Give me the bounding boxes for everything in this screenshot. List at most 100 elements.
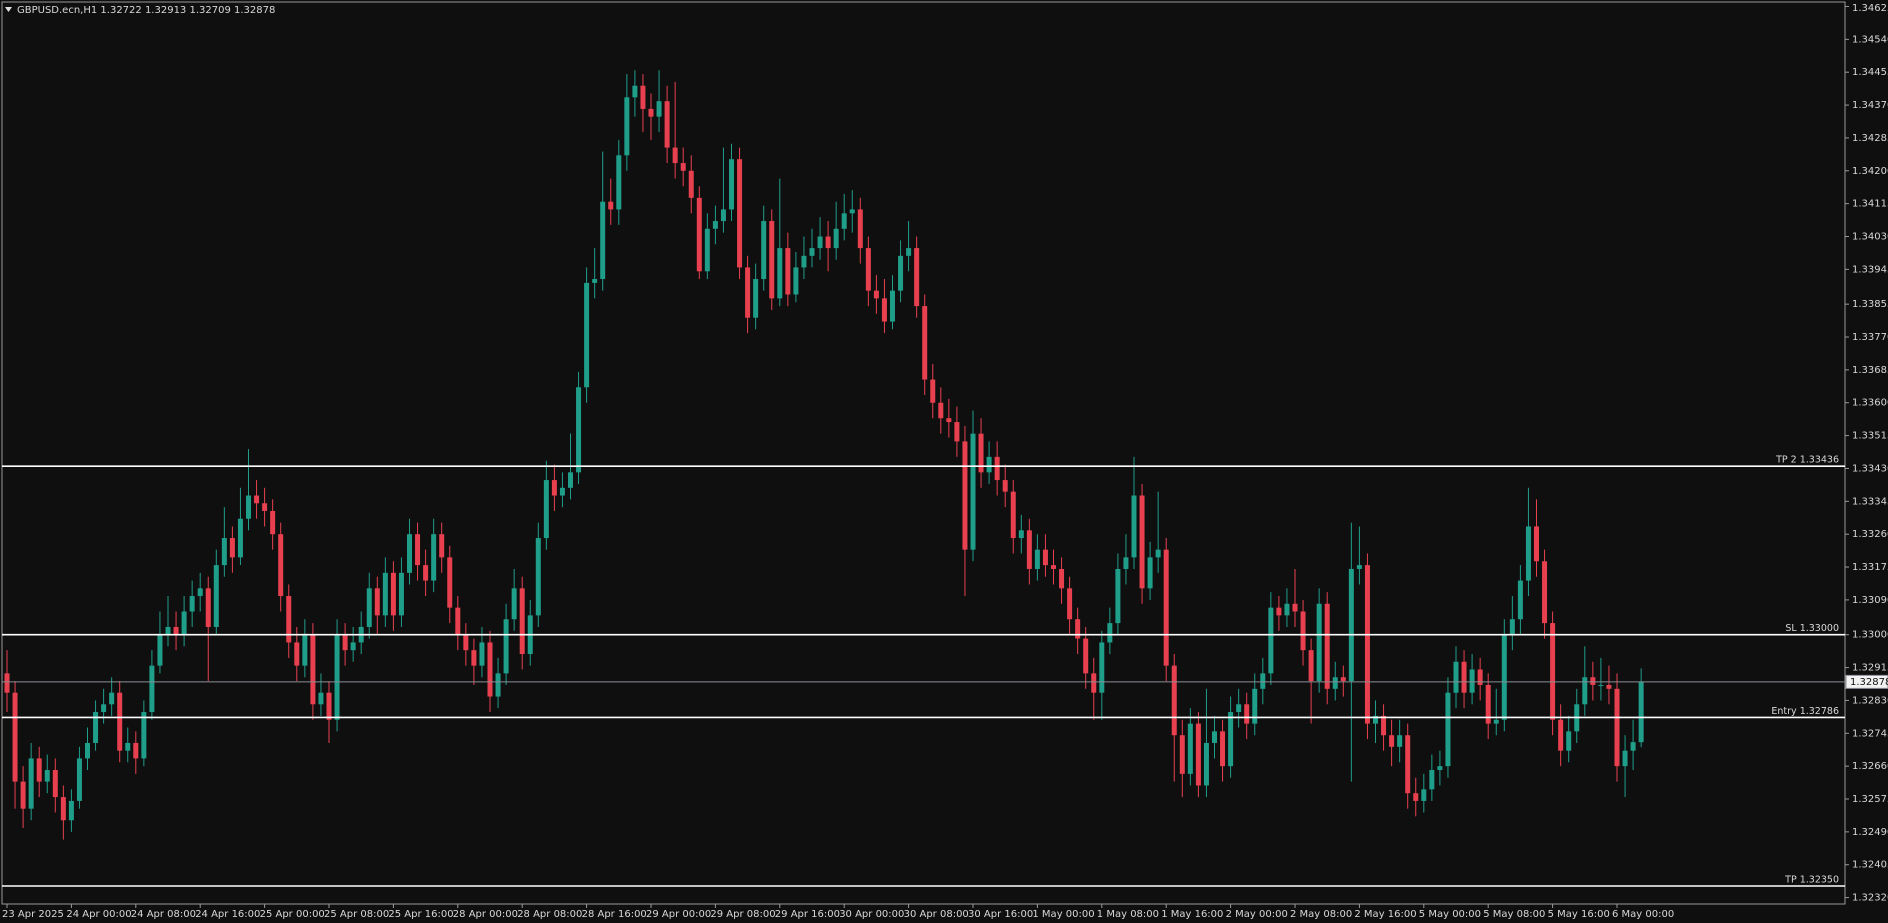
candle-body xyxy=(221,538,227,566)
x-tick-label: 30 Apr 16:00 xyxy=(968,909,1033,920)
candle-body xyxy=(342,634,348,651)
candle-body xyxy=(1630,742,1636,751)
candle-body xyxy=(688,170,694,198)
candle-body xyxy=(4,673,10,693)
candle-body xyxy=(374,588,380,616)
menu-triangle[interactable] xyxy=(5,7,12,12)
candle-body xyxy=(592,279,598,283)
candle-body xyxy=(1413,793,1419,801)
x-tick-label: 29 Apr 16:00 xyxy=(775,909,840,920)
candle-body xyxy=(1147,557,1153,589)
candle-body xyxy=(197,588,203,597)
candle-body xyxy=(1195,723,1201,786)
candle-body xyxy=(1252,688,1258,724)
chart-title: GBPUSD.ecn,H1 1.32722 1.32913 1.32709 1.… xyxy=(17,5,275,16)
candle-body xyxy=(1493,719,1499,724)
candle-body xyxy=(584,282,590,388)
candle-body xyxy=(76,758,82,801)
candle-body xyxy=(1308,650,1314,682)
candle-body xyxy=(809,248,815,256)
candle-body xyxy=(1059,568,1065,589)
candle-body xyxy=(85,742,90,759)
candle-body xyxy=(712,221,718,229)
candle-body xyxy=(1026,530,1032,569)
candle-body xyxy=(1091,673,1097,693)
last-price-tag xyxy=(1845,674,1888,689)
candle-body xyxy=(1509,619,1515,635)
candle-body xyxy=(246,495,251,519)
candle-body xyxy=(455,607,461,635)
x-tick-label: 1 May 08:00 xyxy=(1097,909,1159,920)
y-tick-label: 1.33090 xyxy=(1852,595,1888,606)
candle-body xyxy=(1228,712,1234,767)
candle-body xyxy=(551,480,557,496)
candle-body xyxy=(1203,742,1209,786)
candle-body xyxy=(720,209,726,222)
candle-body xyxy=(318,692,324,705)
candle-body xyxy=(141,712,147,759)
candle-body xyxy=(769,221,775,299)
candle-body xyxy=(1348,568,1354,682)
candle-body xyxy=(1453,661,1459,693)
candle-body xyxy=(559,487,565,496)
candle-body xyxy=(101,704,107,713)
plot-frame xyxy=(1,1,1846,905)
candle-body xyxy=(1550,623,1556,720)
candle-body xyxy=(157,634,163,666)
candle-body xyxy=(44,770,50,782)
candle-body xyxy=(213,565,219,627)
y-tick-label: 1.34625 xyxy=(1852,3,1888,14)
candle-body xyxy=(447,557,453,608)
x-tick-label: 2 May 16:00 xyxy=(1354,909,1416,920)
candle-body xyxy=(1437,766,1443,771)
y-tick-label: 1.33345 xyxy=(1852,496,1888,507)
candle-body xyxy=(334,634,340,720)
candle-body xyxy=(753,279,759,318)
x-tick-label: 28 Apr 16:00 xyxy=(582,909,647,920)
candle-body xyxy=(946,418,952,423)
candle-body xyxy=(1517,580,1523,620)
y-tick-label: 1.33515 xyxy=(1852,431,1888,442)
candle-body xyxy=(865,248,871,291)
candle-body xyxy=(294,642,300,666)
candle-body xyxy=(568,472,573,488)
candle-body xyxy=(60,797,66,821)
candle-body xyxy=(873,290,879,299)
candle-body xyxy=(793,267,799,295)
candle-body xyxy=(680,163,686,171)
candle-body xyxy=(777,248,783,299)
candle-body xyxy=(1284,603,1290,616)
candle-body xyxy=(922,306,928,380)
candle-body xyxy=(817,236,823,249)
candle-body xyxy=(189,596,195,612)
candle-body xyxy=(1268,607,1274,674)
candle-body xyxy=(28,758,34,809)
candle-body xyxy=(1067,588,1073,620)
candle-body xyxy=(302,634,308,666)
level-label: TP 2 1.33436 xyxy=(1775,455,1839,466)
candle-body xyxy=(640,85,646,109)
candle-body xyxy=(1638,681,1644,743)
y-tick-label: 1.34370 xyxy=(1852,100,1888,111)
candle-body xyxy=(117,692,123,751)
x-tick-label: 1 May 00:00 xyxy=(1032,909,1094,920)
y-tick-label: 1.34285 xyxy=(1852,133,1888,144)
y-tick-label: 1.32575 xyxy=(1852,794,1888,805)
candle-body xyxy=(632,85,638,98)
candle-body xyxy=(487,642,493,697)
candle-body xyxy=(181,611,187,635)
y-tick-label: 1.33945 xyxy=(1852,264,1888,275)
candle-body xyxy=(608,201,614,210)
candle-body xyxy=(1002,480,1008,492)
x-tick-label: 5 May 08:00 xyxy=(1483,909,1545,920)
candle-body xyxy=(1429,770,1435,790)
x-tick-label: 28 Apr 00:00 xyxy=(453,909,518,920)
candle-body xyxy=(1131,495,1137,558)
candle-body xyxy=(1606,684,1612,689)
candle-body xyxy=(729,159,734,210)
candle-body xyxy=(1461,661,1467,693)
candle-body xyxy=(930,379,936,403)
candle-body xyxy=(262,503,268,511)
